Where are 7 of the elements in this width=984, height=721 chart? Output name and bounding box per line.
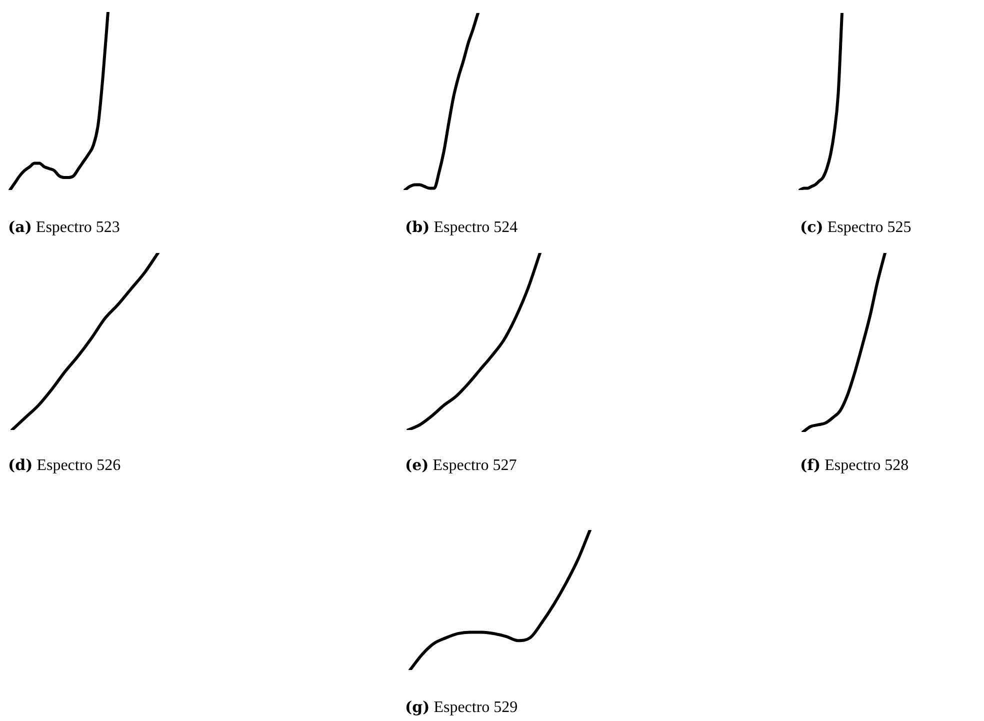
text: (f) Espectro 528 — [800, 456, 909, 475]
text: (c) Espectro 525 — [800, 218, 912, 237]
text: (d) Espectro 526 — [8, 456, 121, 475]
text: (e) Espectro 527 — [405, 456, 517, 475]
text: (g) Espectro 529 — [405, 698, 518, 717]
text: (a) Espectro 523 — [8, 218, 120, 237]
text: (b) Espectro 524 — [405, 218, 518, 237]
